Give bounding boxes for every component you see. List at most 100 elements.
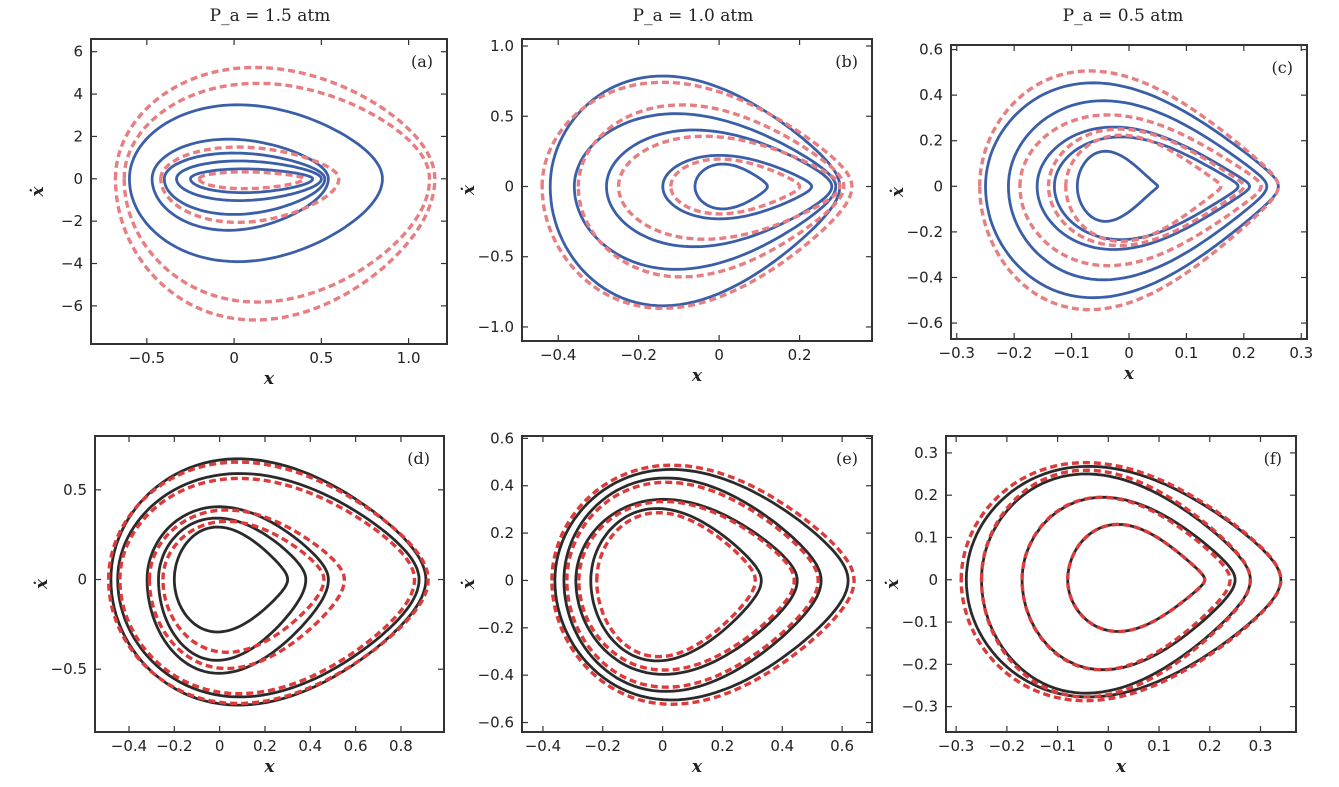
x-tick-label: −0.3	[938, 737, 974, 755]
y-tick-label: 0.6	[919, 41, 943, 59]
y-tick-label: 0.6	[490, 429, 514, 447]
y-tick-label: 0.2	[919, 132, 943, 150]
y-tick-label: 0	[77, 571, 87, 589]
panel-d: −0.4 −0.2 0 0.2 0.4 0.6 0.8 −0.5 0 0.5 x ẋ (d)	[32, 435, 445, 777]
x-tick-label: 0.2	[788, 346, 812, 364]
y-tick-label: 0.2	[490, 524, 514, 542]
dashed-trajectory-loop-2	[1018, 113, 1263, 268]
y-tick-label: 0.1	[914, 528, 938, 546]
dashed-trajectory-loop-4	[161, 519, 326, 655]
panel-f: −0.3 −0.2 −0.1 0 0.1 0.2 0.3 −0.3 −0.2 −0.1 0 0.1 0.…	[883, 435, 1297, 777]
dashed-trajectory-loop-3	[147, 508, 347, 671]
x-tick-label: 0.6	[830, 737, 854, 755]
x-tick-label: −0.1	[1053, 344, 1089, 362]
plot-area	[977, 69, 1281, 312]
panel-a: −0.5 0 0.5 1.0 −6 −4 −2 0 2 4 6 x ẋ (a)	[28, 38, 448, 389]
y-tick-label: 0.3	[914, 444, 938, 462]
solid-trajectory-loop-4	[589, 507, 763, 663]
plot-area	[540, 74, 854, 311]
dashed-trajectory-loop-4	[595, 510, 758, 659]
x-axis-label: x	[691, 757, 703, 777]
y-tick-label: −6	[61, 297, 83, 315]
y-axis-label: ẋ	[883, 578, 903, 590]
solid-trajectory-loop-3	[162, 151, 327, 216]
x-tick-label: −0.2	[156, 737, 192, 755]
solid-trajectory-loop-3	[1035, 125, 1252, 251]
dashed-trajectory-loop-4	[197, 170, 306, 191]
plot-frame	[94, 435, 445, 733]
x-tick-label: −0.5	[129, 349, 165, 367]
column-title-1: P_a = 1.5 atm	[210, 6, 331, 26]
x-tick-label: 0.2	[710, 737, 734, 755]
x-axis-label: x	[1115, 757, 1127, 777]
panel-b: −0.4 −0.2 0 0.2 −1.0 −0.5 0 0.5 1.0 x ẋ (b)	[459, 37, 873, 386]
x-tick-label: 0	[1124, 344, 1134, 362]
x-tick-label: 0.6	[344, 737, 368, 755]
dashed-trajectory-loop-1	[959, 460, 1283, 703]
x-tick-label: 0.2	[1198, 737, 1222, 755]
x-axis-label: x	[691, 366, 703, 386]
panel-e: −0.4 −0.2 0 0.2 0.4 0.6 −0.6 −0.4 −0.2 0 0.2 0.4 0.6…	[459, 429, 873, 777]
x-tick-label: 0.5	[309, 349, 333, 367]
solid-trajectory-loop-5	[1075, 149, 1160, 223]
y-tick-label: 0	[928, 571, 938, 589]
dashed-trajectory-loop-2	[122, 81, 432, 304]
x-tick-label: 0.1	[1174, 344, 1198, 362]
y-tick-label: −0.4	[907, 268, 943, 286]
dashed-trajectory-loop-2	[565, 480, 820, 689]
y-tick-label: 0.4	[919, 86, 943, 104]
solid-trajectory-loop-1	[127, 103, 384, 264]
y-tick-label: −0.5	[51, 660, 87, 678]
solid-trajectory-loop-3	[574, 497, 799, 676]
y-tick-label: −0.6	[478, 714, 514, 732]
y-tick-label: 0	[73, 170, 83, 188]
y-tick-label: −0.4	[478, 666, 514, 684]
x-tick-label: −0.4	[540, 346, 576, 364]
x-tick-label: 0.2	[253, 737, 277, 755]
x-tick-label: 0.4	[298, 737, 322, 755]
x-axis-label: x	[263, 757, 275, 777]
y-tick-label: 0.4	[490, 477, 514, 495]
solid-trajectory-loop-5	[172, 525, 289, 634]
plot-frame	[521, 435, 873, 733]
y-axis-label: ẋ	[32, 578, 52, 590]
x-tick-label: 0.2	[1232, 344, 1256, 362]
solid-trajectory-loop-2	[116, 472, 421, 699]
y-tick-label: 0.2	[914, 486, 938, 504]
y-tick-label: −0.5	[478, 248, 514, 266]
solid-trajectory-loop-4	[175, 159, 323, 202]
solid-trajectory-loop-4	[157, 516, 308, 662]
y-tick-label: −0.3	[902, 698, 938, 716]
dashed-trajectory-loop-3	[159, 145, 341, 225]
x-tick-label: −0.4	[111, 737, 147, 755]
dashed-trajectory-loop-1	[540, 80, 854, 311]
y-tick-label: 1.0	[490, 37, 514, 55]
dashed-trajectory-loop-1	[106, 460, 430, 706]
y-tick-label: −0.2	[907, 223, 943, 241]
solid-trajectory-loop-1	[553, 467, 850, 702]
x-tick-label: 0	[229, 349, 239, 367]
panel-tag: (a)	[411, 52, 433, 71]
y-tick-label: 0	[504, 177, 514, 195]
dashed-trajectory-loop-4	[1064, 133, 1223, 243]
x-tick-label: −0.2	[585, 737, 621, 755]
panel-tag: (d)	[407, 449, 430, 468]
y-tick-label: 0.5	[63, 481, 87, 499]
y-tick-label: 0	[933, 177, 943, 195]
dashed-trajectory-loop-3	[1046, 127, 1246, 248]
x-tick-label: 0.8	[389, 737, 413, 755]
dashed-trajectory-loop-1	[550, 463, 856, 707]
solid-trajectory-loop-4	[1066, 522, 1207, 633]
dashed-trajectory-loop-4	[669, 157, 802, 216]
x-tick-label: −0.3	[939, 344, 975, 362]
x-tick-label: 0.3	[1249, 737, 1273, 755]
y-tick-label: −0.2	[902, 655, 938, 673]
solid-trajectory-loop-2	[572, 112, 838, 271]
dashed-trajectory-loop-2	[979, 468, 1253, 699]
dashed-trajectory-loop-3	[1020, 495, 1232, 672]
dashed-trajectory-loop-1	[113, 65, 437, 322]
dashed-trajectory-loop-2	[118, 476, 417, 696]
column-title-2: P_a = 1.0 atm	[633, 6, 754, 26]
solid-trajectory-loop-3	[605, 128, 834, 249]
dashed-trajectory-loop-1	[977, 69, 1281, 312]
